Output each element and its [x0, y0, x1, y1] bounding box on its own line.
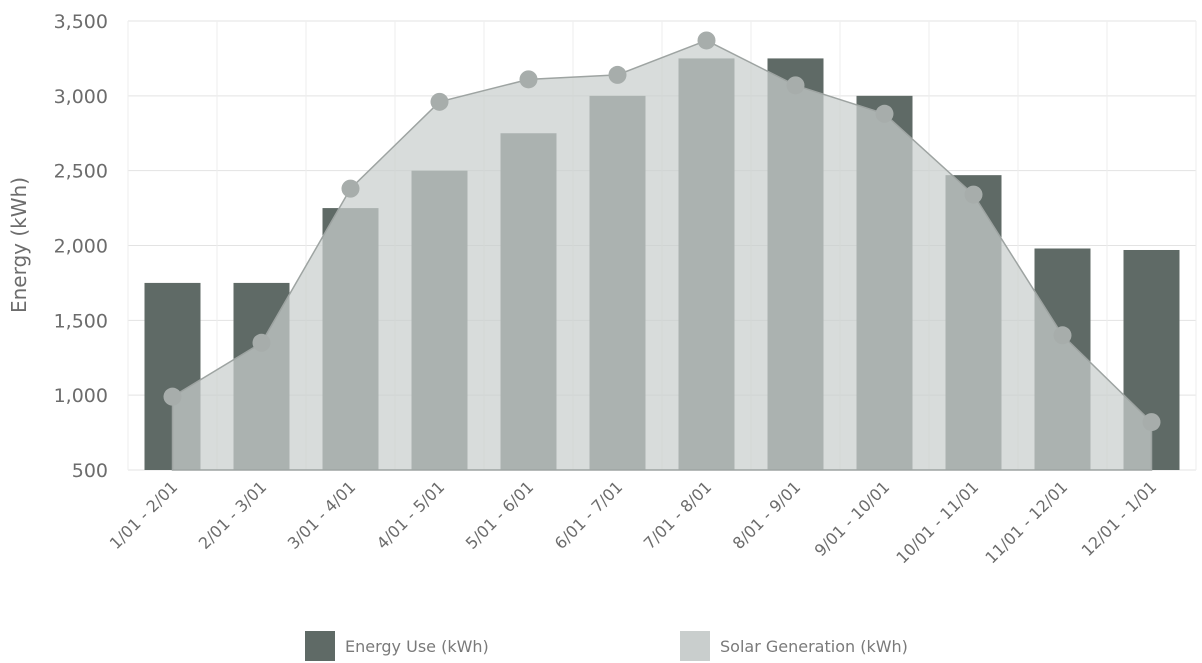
y-tick-label: 3,500 [54, 11, 108, 33]
x-tick-label: 5/01 - 6/01 [462, 477, 538, 553]
legend-label-solar-generation: Solar Generation (kWh) [720, 636, 908, 656]
solar-generation-point [163, 387, 182, 406]
solar-generation-point [875, 104, 894, 123]
x-tick-label: 11/01 - 12/01 [981, 477, 1071, 567]
legend-swatch-solar-generation [680, 631, 710, 661]
legend-item-solar-generation[interactable]: Solar Generation (kWh) [680, 631, 908, 661]
x-tick-label: 9/01 - 10/01 [811, 477, 894, 560]
x-tick-label: 12/01 - 1/01 [1078, 477, 1161, 560]
x-tick-label: 7/01 - 8/01 [640, 477, 716, 553]
solar-generation-point [252, 333, 271, 352]
solar-generation-point [1053, 326, 1072, 345]
y-tick-label: 500 [72, 460, 108, 482]
solar-generation-area [171, 39, 1153, 471]
legend-item-energy-use[interactable]: Energy Use (kWh) [305, 631, 489, 661]
legend-label-energy-use: Energy Use (kWh) [345, 636, 489, 656]
x-tick-label: 3/01 - 4/01 [284, 477, 360, 553]
y-axis-title: Energy (kWh) [7, 177, 31, 313]
solar-generation-point [430, 92, 449, 111]
x-tick-label: 8/01 - 9/01 [729, 477, 805, 553]
solar-generation-point [519, 70, 538, 89]
legend: Energy Use (kWh) Solar Generation (kWh) [0, 628, 1202, 662]
y-tick-label: 3,000 [54, 86, 108, 108]
x-tick-label: 6/01 - 7/01 [551, 477, 627, 553]
y-tick-label: 2,000 [54, 236, 108, 258]
y-tick-label: 1,500 [54, 310, 108, 332]
solar-generation-point [1142, 413, 1161, 432]
solar-generation-point [341, 179, 360, 198]
x-tick-label: 1/01 - 2/01 [106, 477, 182, 553]
x-tick-label: 2/01 - 3/01 [195, 477, 271, 553]
y-tick-label: 1,000 [54, 385, 108, 407]
y-tick-label: 2,500 [54, 161, 108, 183]
x-tick-label: 10/01 - 11/01 [892, 477, 982, 567]
x-tick-label: 4/01 - 5/01 [373, 477, 449, 553]
solar-generation-point [608, 65, 627, 84]
solar-generation-point [786, 76, 805, 95]
solar-generation-points [163, 31, 1161, 432]
legend-swatch-energy-use [305, 631, 335, 661]
solar-generation-area-shape [171, 39, 1153, 471]
solar-generation-point [964, 185, 983, 204]
solar-generation-point [697, 31, 716, 50]
